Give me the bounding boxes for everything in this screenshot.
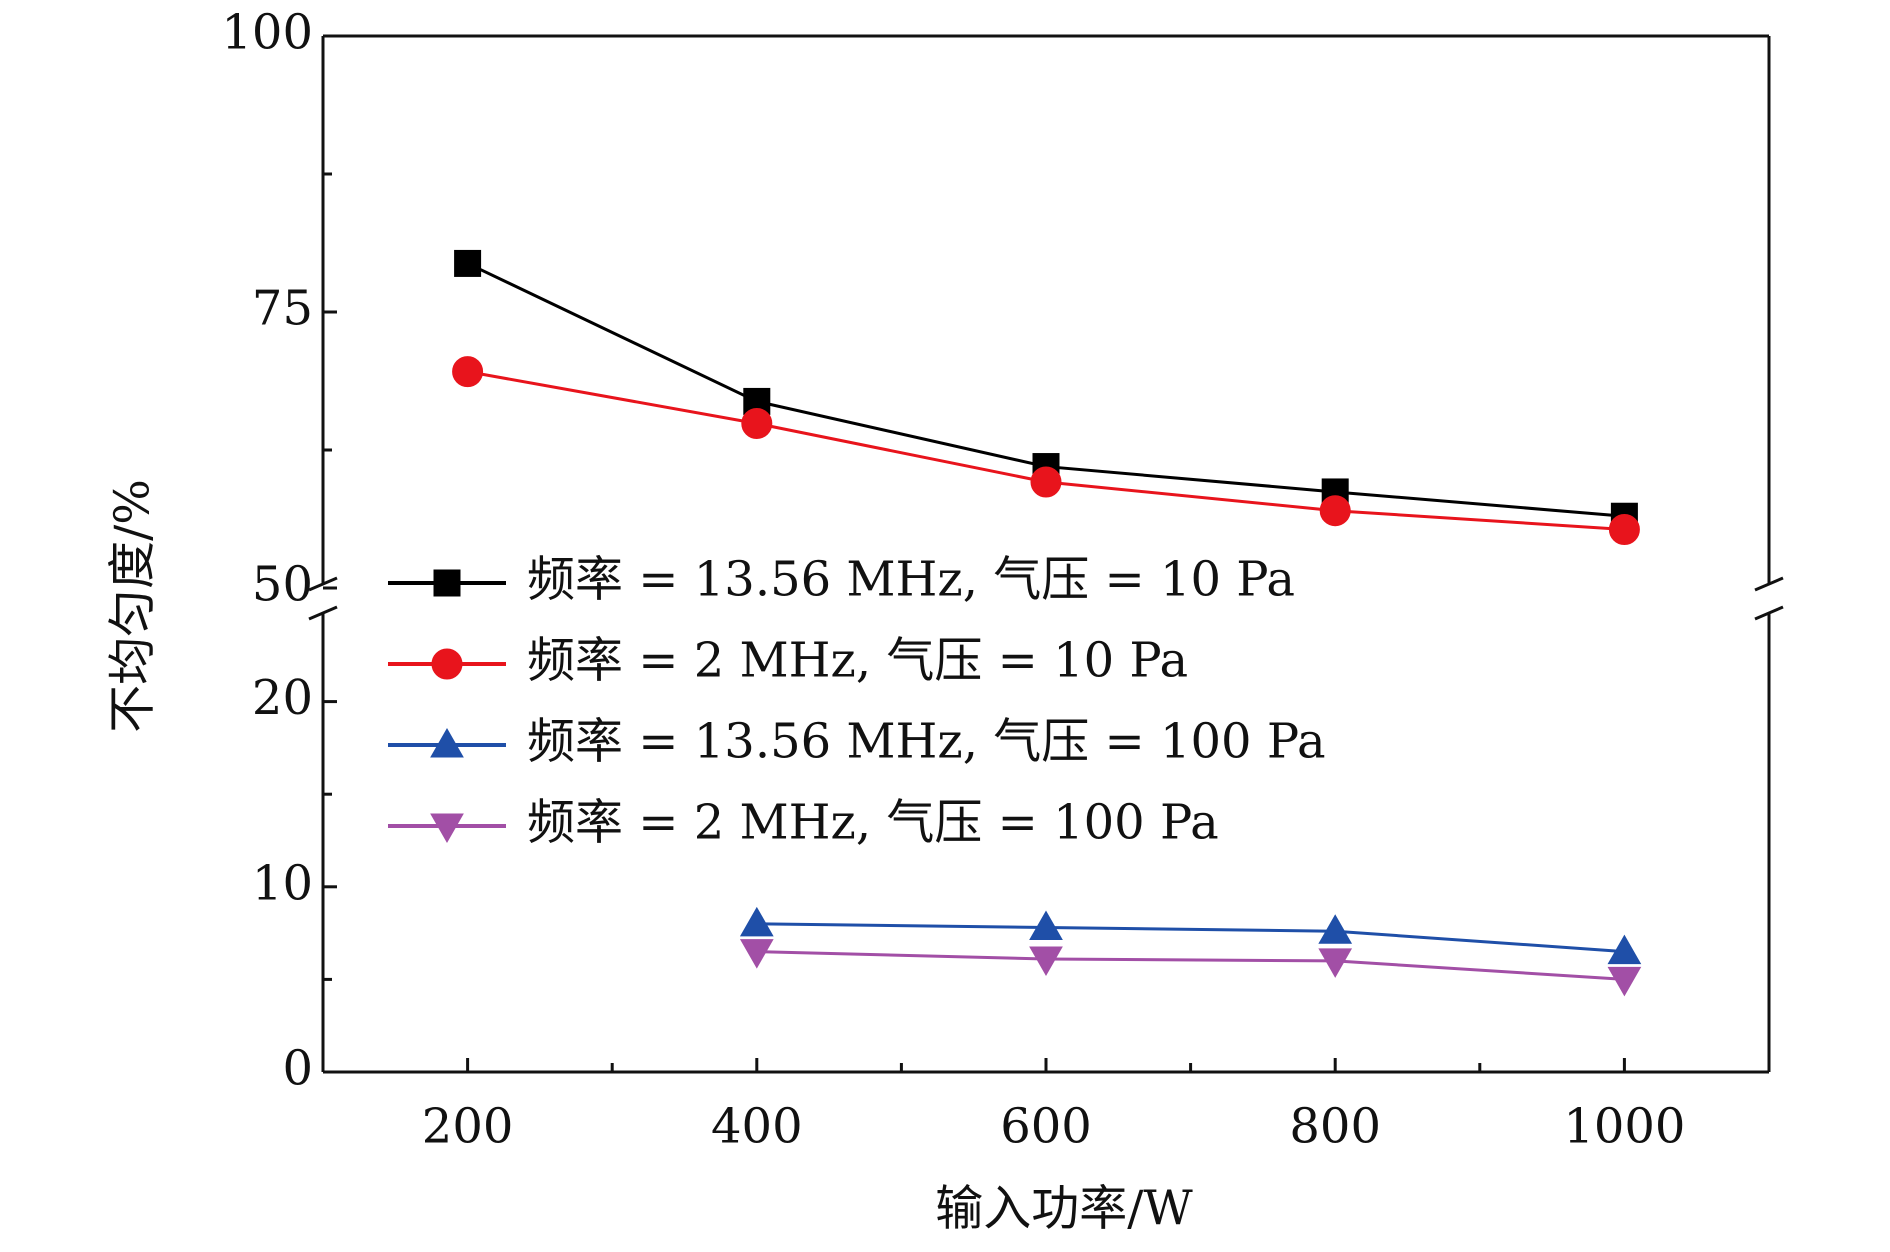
axis-break	[1754, 576, 1784, 592]
x-tick-label: 600	[1000, 1099, 1092, 1155]
data-point	[741, 408, 773, 440]
legend-marker	[433, 569, 461, 597]
legend-label: 频率 = 13.56 MHz, 气压 = 10 Pa	[527, 552, 1295, 608]
data-point	[452, 356, 484, 388]
series-line	[756, 922, 1625, 954]
y-tick-label: 75	[252, 281, 313, 337]
data-point	[1607, 966, 1642, 997]
data-point	[454, 249, 482, 277]
axis-break	[308, 605, 338, 621]
y-tick-label: 20	[252, 670, 313, 726]
axis-break	[1754, 605, 1784, 621]
data-point	[1319, 495, 1351, 527]
legend-label: 频率 = 2 MHz, 气压 = 100 Pa	[527, 795, 1219, 851]
data-point	[1318, 948, 1353, 978]
data-point	[1029, 946, 1063, 977]
data-point	[739, 939, 774, 969]
data-point	[1030, 466, 1062, 498]
y-axis-label: 不均匀度/%	[105, 479, 161, 733]
x-tick-label: 200	[422, 1099, 514, 1155]
data-point	[1608, 513, 1640, 545]
y-tick-label: 0	[282, 1041, 313, 1097]
legend-label: 频率 = 13.56 MHz, 气压 = 100 Pa	[527, 714, 1326, 770]
legend-marker	[431, 648, 463, 680]
x-tick-label: 400	[711, 1099, 803, 1155]
legend-marker	[430, 813, 464, 844]
data-point	[1029, 910, 1063, 941]
data-point	[1607, 934, 1642, 965]
legend-label: 频率 = 2 MHz, 气压 = 10 Pa	[527, 633, 1188, 689]
y-tick-label: 10	[252, 855, 313, 911]
x-tick-label: 1000	[1563, 1099, 1685, 1155]
data-point	[739, 906, 774, 937]
y-tick-label: 50	[252, 557, 313, 613]
series-line	[756, 950, 1625, 981]
legend-marker	[430, 727, 464, 758]
x-axis-label: 输入功率/W	[935, 1181, 1193, 1237]
x-tick-label: 800	[1289, 1099, 1381, 1155]
series-line	[467, 370, 1625, 531]
y-tick-label: 100	[221, 5, 313, 61]
data-point	[1318, 914, 1353, 944]
axis-break	[308, 576, 338, 592]
data-point	[743, 387, 771, 415]
